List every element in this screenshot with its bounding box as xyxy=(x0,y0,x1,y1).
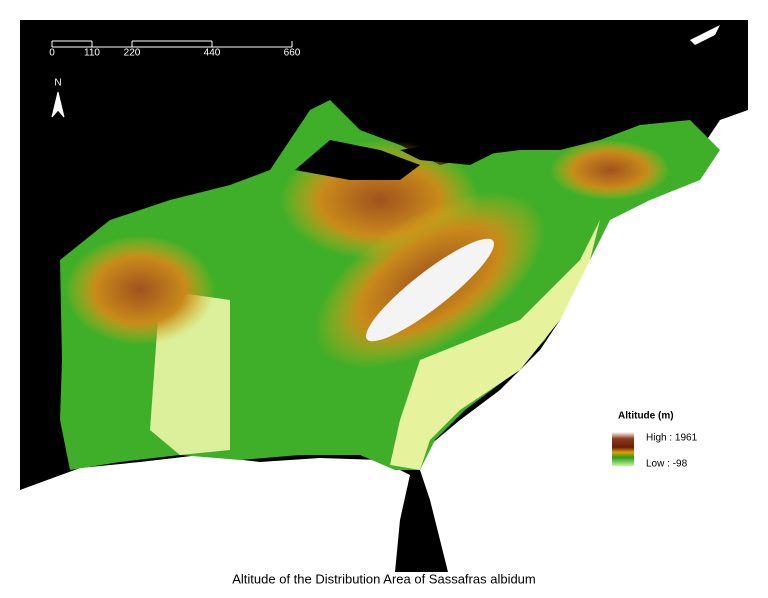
coastal-plain xyxy=(390,220,600,470)
scale-bar: Miles 0 110 220 440 660 xyxy=(49,35,321,59)
legend-high: High : 1961 xyxy=(646,433,698,444)
scale-label: 660 xyxy=(284,48,301,59)
legend-title: Altitude (m) xyxy=(618,411,674,422)
island xyxy=(690,25,720,45)
scale-label: 440 xyxy=(204,48,221,59)
ozark-highlands xyxy=(65,235,215,345)
scale-label: 0 xyxy=(49,48,55,59)
legend-ramp xyxy=(612,432,634,466)
scale-unit: Miles xyxy=(298,35,321,46)
lake xyxy=(295,140,420,180)
scale-label: 220 xyxy=(124,48,141,59)
north-label: N xyxy=(54,78,61,89)
scale-label: 110 xyxy=(84,48,100,59)
atlantic-ocean xyxy=(420,110,748,572)
lake xyxy=(400,140,500,165)
high-peaks xyxy=(365,238,495,342)
northeast-highlands xyxy=(550,140,670,200)
map-caption: Altitude of the Distribution Area of Sas… xyxy=(232,571,536,586)
legend-low: Low : -98 xyxy=(646,459,688,470)
north-arrow xyxy=(51,91,65,118)
gulf-of-mexico xyxy=(20,455,410,572)
